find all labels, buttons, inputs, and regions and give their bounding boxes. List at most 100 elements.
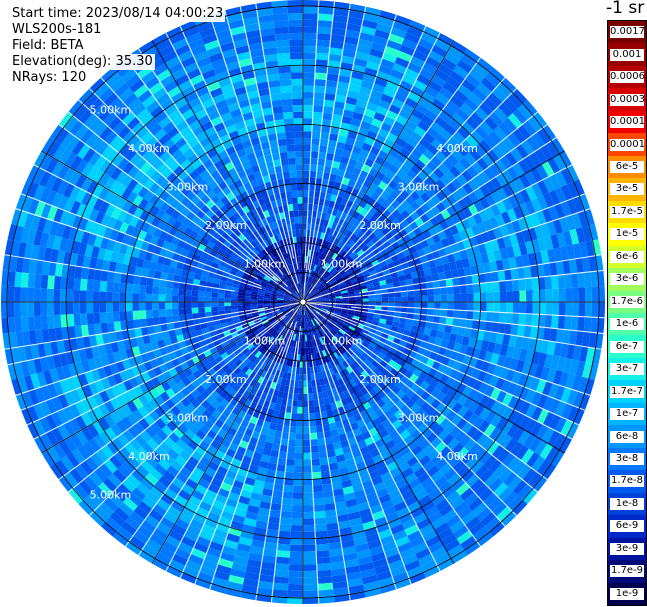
ppi-cell (455, 108, 470, 122)
ppi-cell (493, 463, 508, 478)
ppi-cell (305, 289, 309, 296)
ppi-cell (328, 367, 336, 376)
ppi-cell (421, 295, 428, 302)
ppi-cell (483, 454, 497, 469)
ppi-cell (439, 145, 452, 159)
ppi-cell (7, 317, 16, 333)
ppi-cell (310, 452, 320, 460)
ppi-cell (457, 393, 468, 406)
ppi-cell (378, 99, 392, 111)
ppi-cell (488, 427, 502, 441)
ppi-cell (422, 132, 436, 144)
ppi-cell (434, 294, 441, 302)
ppi-cell (449, 224, 459, 236)
ppi-cell (499, 434, 513, 449)
ppi-cell (452, 342, 462, 353)
ppi-cell (451, 201, 463, 214)
ppi-cell (357, 373, 365, 382)
ppi-cell (385, 351, 394, 360)
ppi-cell (314, 510, 326, 519)
ppi-cell (307, 283, 312, 290)
ppi-cell (276, 464, 286, 472)
ppi-cell (458, 276, 467, 286)
ppi-cell (519, 415, 532, 431)
ppi-cell (447, 302, 454, 310)
ppi-cell (428, 420, 440, 432)
ppi-cell (474, 483, 489, 498)
ppi-cell (550, 234, 560, 249)
ppi-cell (457, 267, 466, 278)
ppi-cell (497, 486, 513, 502)
ppi-cell (369, 448, 381, 458)
ppi-cell (361, 328, 369, 335)
ppi-cell (583, 271, 592, 288)
ppi-cell (435, 133, 448, 146)
ppi-cell (311, 319, 315, 326)
ppi-cell (317, 20, 333, 28)
ppi-cell (456, 126, 471, 140)
ppi-cell (303, 45, 317, 53)
ppi-cell (360, 370, 369, 379)
ppi-cell (307, 216, 312, 224)
ppi-cell (501, 452, 516, 468)
ppi-cell (425, 56, 441, 69)
ppi-cell (411, 108, 425, 121)
ppi-cell (583, 378, 595, 396)
ppi-cell (381, 159, 393, 170)
ppi-cell (498, 467, 513, 483)
ppi-cell (132, 293, 140, 302)
ppi-cell (464, 438, 477, 452)
ppi-cell (496, 82, 512, 98)
ppi-cell (298, 380, 303, 388)
ppi-cell (304, 289, 306, 296)
ppi-cell (375, 302, 382, 307)
ppi-cell (588, 332, 597, 349)
ppi-cell (99, 302, 107, 313)
ppi-cell (106, 291, 113, 302)
ppi-cell (460, 487, 475, 501)
ppi-cell (461, 421, 473, 435)
ppi-cell (431, 344, 441, 354)
ppi-cell (333, 181, 342, 190)
ppi-cell (360, 362, 368, 371)
ppi-cell (349, 442, 360, 452)
ppi-cell (335, 224, 342, 232)
ppi-cell (330, 259, 337, 267)
ppi-cell (303, 216, 308, 224)
ppi-cell (356, 249, 365, 257)
ppi-cell (307, 306, 313, 312)
ppi-cell (462, 194, 474, 207)
ppi-cell (499, 155, 513, 170)
ppi-cell (324, 240, 330, 249)
ppi-cell (351, 243, 359, 251)
ppi-cell (446, 438, 460, 451)
ppi-cell (460, 103, 475, 117)
ppi-cell (316, 299, 323, 302)
ppi-cell (344, 350, 352, 359)
ppi-cell (507, 456, 521, 472)
ppi-cell (388, 445, 400, 456)
ppi-cell (306, 314, 310, 322)
ppi-cell (404, 472, 418, 484)
ppi-cell (92, 302, 100, 313)
ppi-cell (309, 303, 316, 307)
ppi-cell (363, 485, 376, 496)
ppi-cell (379, 235, 388, 245)
ppi-cell (349, 224, 358, 233)
ppi-cell (346, 23, 362, 33)
ppi-cell (303, 413, 310, 421)
ppi-cell (590, 271, 599, 287)
ppi-cell (320, 464, 330, 472)
ppi-cell (372, 247, 381, 256)
ppi-cell (347, 415, 357, 425)
ppi-cell (563, 230, 573, 247)
ppi-cell (165, 287, 173, 296)
ppi-cell (343, 278, 351, 284)
ppi-cell (303, 485, 313, 493)
ppi-cell (224, 293, 232, 299)
ppi-cell (468, 191, 480, 204)
ppi-cell (386, 39, 402, 51)
ppi-cell (446, 358, 457, 369)
ppi-cell (389, 227, 399, 237)
ppi-cell (336, 256, 343, 263)
